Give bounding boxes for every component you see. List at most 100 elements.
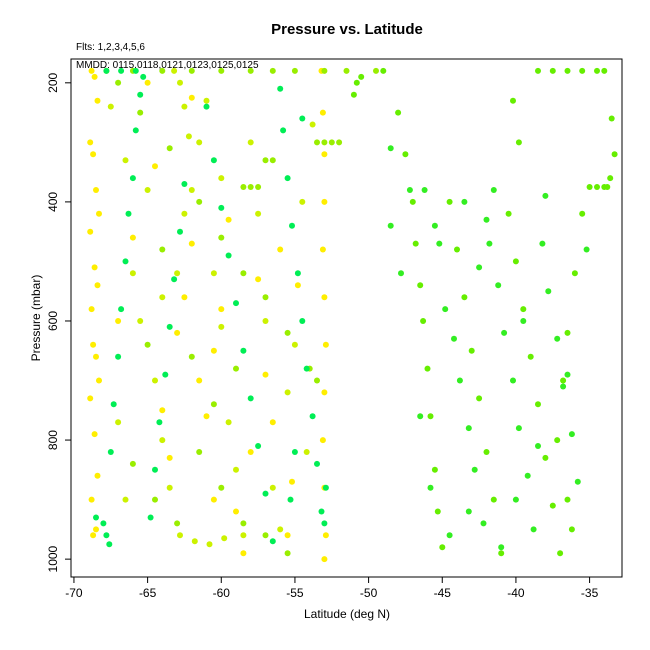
- data-point: [604, 184, 611, 190]
- data-point: [284, 329, 291, 336]
- data-point: [269, 538, 276, 545]
- data-point: [291, 341, 298, 348]
- data-point: [358, 73, 365, 80]
- data-point: [210, 157, 217, 164]
- data-point: [512, 258, 519, 265]
- data-point: [159, 437, 166, 444]
- data-point: [115, 353, 122, 360]
- data-point: [318, 508, 325, 515]
- data-point: [451, 335, 457, 342]
- subtitle-flights: Flts: 1,2,3,4,5,6: [76, 42, 145, 53]
- data-point: [247, 449, 254, 455]
- data-point: [269, 67, 276, 74]
- x-tick-label: -55: [286, 586, 304, 600]
- x-axis: -70 -65 -60 -55 -50 -45 -40 -35: [65, 576, 599, 600]
- data-point: [166, 145, 173, 152]
- data-point: [498, 550, 505, 557]
- data-point: [181, 103, 188, 110]
- data-point: [152, 163, 158, 170]
- data-point: [530, 526, 537, 533]
- data-point: [594, 67, 600, 74]
- data-point: [93, 514, 99, 521]
- data-point: [90, 532, 97, 539]
- data-point: [91, 431, 98, 438]
- data-point: [571, 270, 578, 277]
- data-point: [321, 520, 328, 527]
- data-point: [196, 198, 203, 205]
- data-point: [568, 526, 575, 533]
- data-point: [144, 341, 151, 348]
- data-point: [240, 347, 247, 354]
- data-point: [210, 270, 217, 277]
- data-point: [319, 109, 326, 116]
- data-point: [322, 341, 329, 348]
- data-point: [240, 270, 247, 277]
- data-point: [395, 109, 402, 116]
- data-point: [277, 246, 284, 253]
- data-point: [156, 419, 163, 426]
- data-point: [196, 377, 203, 384]
- data-point: [314, 377, 320, 384]
- data-point: [166, 454, 173, 461]
- data-point: [107, 449, 114, 455]
- data-point: [321, 198, 328, 205]
- data-point: [174, 329, 181, 336]
- data-point: [287, 496, 294, 503]
- data-point: [152, 496, 158, 503]
- data-point: [574, 478, 581, 485]
- data-point: [203, 413, 210, 420]
- data-point: [103, 532, 110, 539]
- data-point: [387, 222, 394, 229]
- data-point: [262, 294, 269, 301]
- data-point: [427, 413, 434, 420]
- data-point: [601, 67, 608, 74]
- data-point: [262, 532, 269, 539]
- data-point: [137, 91, 144, 98]
- data-point: [373, 67, 379, 74]
- data-point: [545, 288, 552, 295]
- data-point: [218, 204, 225, 211]
- data-point: [535, 401, 541, 408]
- data-point: [144, 79, 151, 86]
- data-point: [196, 449, 203, 455]
- data-point: [107, 103, 114, 110]
- data-point: [87, 395, 94, 402]
- data-point: [579, 67, 586, 74]
- data-point: [424, 365, 431, 372]
- data-point: [174, 520, 181, 527]
- data-point: [321, 556, 328, 563]
- data-point: [233, 365, 239, 372]
- data-point: [495, 282, 502, 289]
- data-point: [560, 383, 567, 390]
- data-point: [421, 187, 428, 193]
- data-point: [93, 526, 99, 533]
- data-point: [515, 139, 522, 146]
- data-point: [321, 294, 328, 301]
- data-point: [446, 532, 453, 539]
- data-point: [564, 496, 571, 503]
- data-point: [420, 318, 427, 324]
- data-point: [380, 67, 387, 74]
- data-point: [132, 127, 139, 134]
- data-point: [218, 175, 225, 182]
- data-point: [284, 389, 291, 396]
- x-tick-label: -45: [434, 586, 452, 600]
- data-point: [118, 67, 125, 74]
- data-point: [436, 240, 443, 247]
- data-point: [309, 413, 316, 420]
- data-point: [515, 425, 522, 432]
- data-point: [94, 472, 101, 479]
- data-point: [284, 532, 291, 539]
- data-point: [144, 187, 151, 193]
- data-point: [277, 85, 284, 92]
- x-tick-label: -60: [213, 586, 231, 600]
- data-point: [579, 210, 586, 217]
- data-point: [206, 541, 213, 548]
- data-point: [218, 306, 225, 313]
- data-point: [549, 67, 556, 74]
- data-point: [461, 294, 468, 301]
- data-point: [446, 198, 453, 205]
- data-point: [152, 377, 158, 384]
